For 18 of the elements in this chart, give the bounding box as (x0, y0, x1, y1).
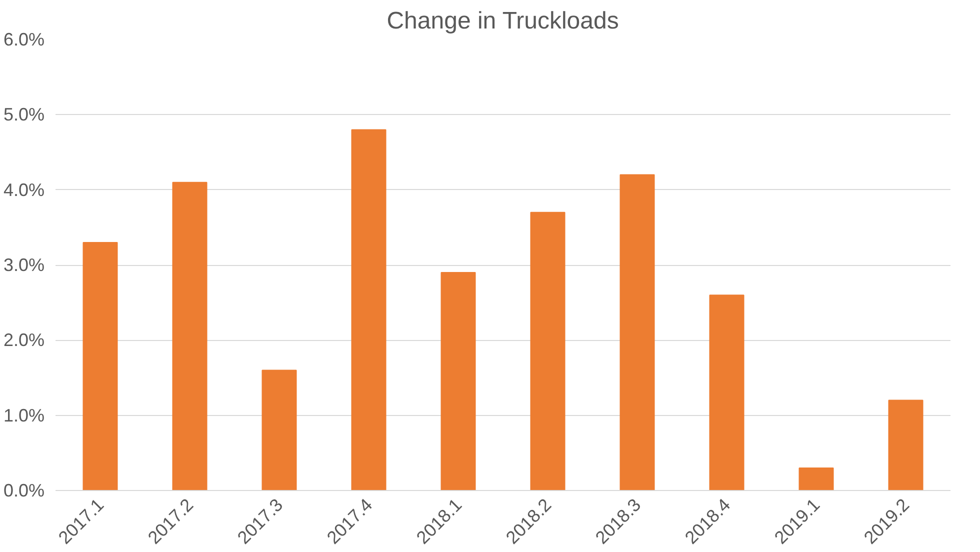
chart-title: Change in Truckloads (386, 8, 619, 34)
y-tick-label: 3.0% (3, 255, 45, 275)
y-tick-label: 4.0% (3, 180, 45, 200)
bar (262, 370, 297, 490)
bar (798, 467, 834, 490)
bar (530, 212, 566, 490)
bar (620, 174, 655, 490)
bar (709, 294, 744, 490)
bar (888, 400, 924, 490)
bar (351, 129, 386, 490)
y-tick-label: 2.0% (3, 330, 45, 350)
bar (440, 272, 476, 490)
bar (82, 242, 118, 490)
y-tick-label: 6.0% (3, 30, 45, 50)
y-tick-label: 0.0% (3, 480, 45, 500)
bar (172, 182, 208, 490)
y-tick-label: 5.0% (3, 104, 45, 125)
y-tick-label: 1.0% (3, 405, 45, 426)
